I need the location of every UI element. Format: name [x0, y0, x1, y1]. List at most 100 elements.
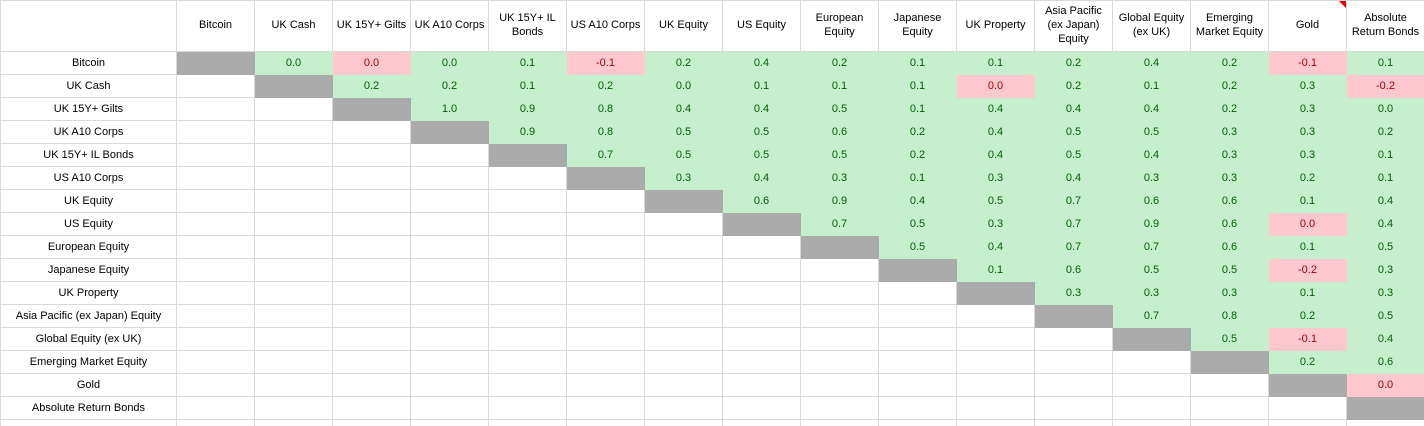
correlation-cell-uk-15y-gilts-uk-property[interactable]: 0.4 — [957, 98, 1035, 121]
correlation-cell-uk-15y-il-bonds-japanese-equity[interactable]: 0.2 — [879, 144, 957, 167]
correlation-cell-us-equity-japanese-equity[interactable]: 0.5 — [879, 213, 957, 236]
correlation-cell-bitcoin-absolute-return-bonds[interactable]: 0.1 — [1347, 52, 1424, 75]
correlation-cell-emerging-market-equity-absolute-return-bonds[interactable]: 0.6 — [1347, 351, 1424, 374]
empty-cell[interactable] — [879, 305, 957, 328]
empty-cell[interactable] — [489, 305, 567, 328]
empty-cell[interactable] — [645, 328, 723, 351]
correlation-cell-uk-cash-uk-equity[interactable]: 0.0 — [645, 75, 723, 98]
correlation-cell-bitcoin-japanese-equity[interactable]: 0.1 — [879, 52, 957, 75]
correlation-cell-uk-15y-il-bonds-absolute-return-bonds[interactable]: 0.1 — [1347, 144, 1424, 167]
correlation-cell-us-a10-corps-emerging-market-equity[interactable]: 0.3 — [1191, 167, 1269, 190]
correlation-cell-uk-cash-japanese-equity[interactable]: 0.1 — [879, 75, 957, 98]
diagonal-cell-uk-cash[interactable] — [255, 75, 333, 98]
empty-cell[interactable] — [177, 259, 255, 282]
correlation-cell-us-a10-corps-japanese-equity[interactable]: 0.1 — [879, 167, 957, 190]
correlation-cell-bitcoin-gold[interactable]: -0.1 — [1269, 52, 1347, 75]
diagonal-cell-uk-15y-il-bonds[interactable] — [489, 144, 567, 167]
diagonal-cell-asia-pacific-ex-japan-equity[interactable] — [1035, 305, 1113, 328]
correlation-cell-uk-a10-corps-japanese-equity[interactable]: 0.2 — [879, 121, 957, 144]
empty-cell[interactable] — [723, 397, 801, 420]
empty-cell[interactable] — [489, 328, 567, 351]
correlation-cell-uk-15y-il-bonds-global-equity-ex-uk[interactable]: 0.4 — [1113, 144, 1191, 167]
empty-cell[interactable] — [333, 167, 411, 190]
row-label-japanese-equity[interactable]: Japanese Equity — [1, 259, 177, 282]
correlation-cell-european-equity-gold[interactable]: 0.1 — [1269, 236, 1347, 259]
row-label-emerging-market-equity[interactable]: Emerging Market Equity — [1, 351, 177, 374]
empty-cell[interactable] — [411, 351, 489, 374]
correlation-cell-uk-15y-il-bonds-uk-equity[interactable]: 0.5 — [645, 144, 723, 167]
correlation-cell-us-a10-corps-european-equity[interactable]: 0.3 — [801, 167, 879, 190]
correlation-cell-us-equity-gold[interactable]: 0.0 — [1269, 213, 1347, 236]
corner-cell[interactable] — [1, 1, 177, 52]
correlation-cell-bitcoin-uk-equity[interactable]: 0.2 — [645, 52, 723, 75]
correlation-cell-european-equity-japanese-equity[interactable]: 0.5 — [879, 236, 957, 259]
empty-cell[interactable] — [333, 190, 411, 213]
correlation-cell-european-equity-global-equity-ex-uk[interactable]: 0.7 — [1113, 236, 1191, 259]
empty-cell[interactable] — [333, 144, 411, 167]
correlation-cell-japanese-equity-asia-pacific-ex-japan-equity[interactable]: 0.6 — [1035, 259, 1113, 282]
column-header-uk-equity[interactable]: UK Equity — [645, 1, 723, 52]
empty-cell[interactable] — [1113, 397, 1191, 420]
empty-cell[interactable] — [489, 259, 567, 282]
empty-cell[interactable] — [333, 374, 411, 397]
empty-cell[interactable] — [489, 397, 567, 420]
empty-cell[interactable] — [723, 374, 801, 397]
correlation-cell-us-equity-emerging-market-equity[interactable]: 0.6 — [1191, 213, 1269, 236]
empty-cell[interactable] — [177, 213, 255, 236]
correlation-cell-uk-property-global-equity-ex-uk[interactable]: 0.3 — [1113, 282, 1191, 305]
row-label-uk-equity[interactable]: UK Equity — [1, 190, 177, 213]
empty-cell[interactable] — [723, 259, 801, 282]
correlation-cell-asia-pacific-ex-japan-equity-gold[interactable]: 0.2 — [1269, 305, 1347, 328]
empty-cell[interactable] — [489, 374, 567, 397]
column-header-uk-a10-corps[interactable]: UK A10 Corps — [411, 1, 489, 52]
empty-cell[interactable] — [567, 190, 645, 213]
correlation-cell-uk-15y-gilts-us-equity[interactable]: 0.4 — [723, 98, 801, 121]
correlation-cell-us-equity-uk-property[interactable]: 0.3 — [957, 213, 1035, 236]
empty-cell[interactable] — [801, 351, 879, 374]
empty-cell[interactable] — [177, 75, 255, 98]
column-header-asia-pacific-ex-japan-equity[interactable]: Asia Pacific (ex Japan) Equity — [1035, 1, 1113, 52]
empty-cell[interactable] — [255, 190, 333, 213]
correlation-cell-uk-cash-uk-15y-gilts[interactable]: 0.2 — [333, 75, 411, 98]
correlation-cell-uk-15y-il-bonds-gold[interactable]: 0.3 — [1269, 144, 1347, 167]
empty-cell[interactable] — [333, 305, 411, 328]
empty-cell[interactable] — [1191, 420, 1269, 426]
empty-cell[interactable] — [489, 351, 567, 374]
empty-cell[interactable] — [177, 98, 255, 121]
row-label-us-equity[interactable]: US Equity — [1, 213, 177, 236]
empty-cell[interactable] — [177, 282, 255, 305]
empty-cell[interactable] — [489, 282, 567, 305]
correlation-cell-uk-cash-absolute-return-bonds[interactable]: -0.2 — [1347, 75, 1424, 98]
empty-cell[interactable] — [645, 397, 723, 420]
empty-cell[interactable] — [801, 328, 879, 351]
empty-cell[interactable] — [645, 282, 723, 305]
row-label-us-a10-corps[interactable]: US A10 Corps — [1, 167, 177, 190]
empty-cell[interactable] — [879, 351, 957, 374]
correlation-cell-uk-cash-global-equity-ex-uk[interactable]: 0.1 — [1113, 75, 1191, 98]
correlation-cell-uk-cash-us-a10-corps[interactable]: 0.2 — [567, 75, 645, 98]
correlation-cell-japanese-equity-uk-property[interactable]: 0.1 — [957, 259, 1035, 282]
empty-cell[interactable] — [411, 282, 489, 305]
empty-cell[interactable] — [411, 397, 489, 420]
correlation-cell-uk-cash-uk-a10-corps[interactable]: 0.2 — [411, 75, 489, 98]
correlation-cell-uk-15y-gilts-absolute-return-bonds[interactable]: 0.0 — [1347, 98, 1424, 121]
correlation-cell-uk-cash-european-equity[interactable]: 0.1 — [801, 75, 879, 98]
empty-cell[interactable] — [879, 282, 957, 305]
empty-cell[interactable] — [255, 328, 333, 351]
correlation-cell-uk-property-absolute-return-bonds[interactable]: 0.3 — [1347, 282, 1424, 305]
correlation-cell-uk-15y-il-bonds-us-a10-corps[interactable]: 0.7 — [567, 144, 645, 167]
column-header-uk-property[interactable]: UK Property — [957, 1, 1035, 52]
empty-cell[interactable] — [411, 305, 489, 328]
correlation-cell-uk-a10-corps-asia-pacific-ex-japan-equity[interactable]: 0.5 — [1035, 121, 1113, 144]
correlation-cell-uk-15y-il-bonds-asia-pacific-ex-japan-equity[interactable]: 0.5 — [1035, 144, 1113, 167]
correlation-cell-uk-a10-corps-uk-property[interactable]: 0.4 — [957, 121, 1035, 144]
empty-cell[interactable] — [1113, 420, 1191, 426]
diagonal-cell-absolute-return-bonds[interactable] — [1347, 397, 1424, 420]
correlation-cell-us-a10-corps-asia-pacific-ex-japan-equity[interactable]: 0.4 — [1035, 167, 1113, 190]
empty-cell[interactable] — [333, 121, 411, 144]
empty-cell[interactable] — [567, 305, 645, 328]
correlation-cell-japanese-equity-global-equity-ex-uk[interactable]: 0.5 — [1113, 259, 1191, 282]
correlation-cell-uk-property-asia-pacific-ex-japan-equity[interactable]: 0.3 — [1035, 282, 1113, 305]
empty-cell[interactable] — [723, 328, 801, 351]
correlation-cell-uk-15y-gilts-global-equity-ex-uk[interactable]: 0.4 — [1113, 98, 1191, 121]
